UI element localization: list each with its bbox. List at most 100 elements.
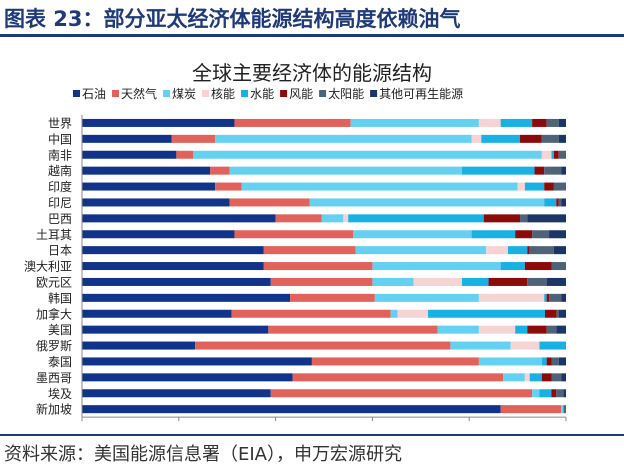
bar-segment-series-0 [82, 262, 264, 271]
bar-segment-series-6 [558, 198, 562, 207]
bar-segment-series-1 [270, 389, 533, 398]
figure-title: 图表 23：部分亚太经济体能源结构高度依赖油气 [4, 7, 461, 31]
bar-segment-series-3 [510, 341, 540, 350]
bar-segment-series-6 [546, 118, 559, 127]
bar-segment-series-3 [478, 118, 501, 127]
chart-title: 全球主要经济体的能源结构 [192, 61, 432, 85]
bar-segment-series-2 [374, 293, 479, 302]
bar-segment-series-7 [558, 357, 566, 366]
bar-segment-series-6 [556, 389, 564, 398]
legend-label-1: 天然气 [121, 86, 157, 101]
bar-segment-series-0 [82, 134, 172, 143]
bar-segment-series-2 [215, 134, 472, 143]
bar-segment-series-1 [263, 246, 356, 255]
bar-segment-series-2 [321, 214, 344, 223]
bar-segment-series-6 [558, 150, 566, 159]
bar-segment-series-3 [343, 214, 349, 223]
bar-segment-series-5 [527, 246, 530, 255]
bar-segment-series-6 [563, 405, 566, 414]
bar-segment-series-6 [546, 325, 557, 334]
bar-segment-series-4 [544, 293, 547, 302]
bar-segment-series-4 [507, 246, 528, 255]
legend-swatch-2 [163, 90, 171, 97]
bar-segment-series-1 [500, 405, 562, 414]
bar-segment-series-2 [355, 246, 487, 255]
category-label: 印度 [48, 179, 72, 194]
bar-segment-series-1 [229, 198, 310, 207]
bar-segment-series-2 [193, 150, 542, 159]
bar-segment-series-0 [82, 405, 501, 414]
bar-segment-series-6 [532, 230, 550, 239]
bar-segment-series-5 [553, 150, 559, 159]
bar-segment-series-0 [82, 182, 216, 191]
bar-segment-series-5 [546, 293, 550, 302]
bar-segment-series-6 [520, 214, 528, 223]
bar-segment-series-3 [413, 277, 462, 286]
bar-segment-series-6 [544, 166, 562, 175]
bar-segment-series-2 [372, 277, 414, 286]
bar-segment-series-3 [486, 246, 508, 255]
category-label: 加拿大 [36, 306, 72, 321]
bar-segment-series-6 [551, 262, 566, 271]
category-label: 印尼 [48, 196, 72, 210]
bar-segment-series-3 [541, 150, 552, 159]
bar-segment-series-1 [171, 134, 216, 143]
bar-segment-series-0 [82, 309, 232, 318]
bar-segment-series-1 [234, 118, 351, 127]
bar-segment-series-7 [561, 293, 566, 302]
bar-segment-series-7 [546, 277, 566, 286]
bar-segment-series-6 [541, 134, 559, 143]
bar-segment-series-4 [500, 262, 525, 271]
bar-segment-series-6 [551, 357, 559, 366]
bar-segment-series-1 [311, 357, 479, 366]
bar-segment-series-7 [558, 118, 566, 127]
bar-segment-series-1 [215, 182, 242, 191]
bar-segment-series-0 [82, 357, 312, 366]
bar-segment-series-2 [350, 118, 479, 127]
bar-segment-series-4 [428, 309, 545, 318]
category-label: 俄罗斯 [36, 339, 72, 353]
bar-segment-series-7 [558, 134, 566, 143]
bar-segment-series-1 [270, 277, 373, 286]
legend-label-6: 太阳能 [328, 86, 364, 101]
bar-segment-series-1 [231, 309, 391, 318]
bar-segment-series-0 [82, 150, 177, 159]
legend-swatch-6 [319, 90, 327, 97]
bar-segment-series-7 [558, 309, 566, 318]
bar-segment-series-5 [532, 118, 547, 127]
bar-segment-series-6 [549, 293, 562, 302]
category-label: 美国 [48, 323, 72, 337]
bar-segment-series-4 [524, 182, 545, 191]
legend-label-2: 煤炭 [172, 87, 196, 101]
source-note: 资料来源：美国能源信息署（EIA），申万宏源研究 [4, 444, 402, 465]
legend-label-0: 石油 [82, 87, 106, 101]
bar-segment-series-2 [390, 309, 398, 318]
bar-segment-series-0 [82, 325, 269, 334]
category-label: 日本 [48, 244, 72, 258]
bar-segment-series-5 [488, 277, 528, 286]
figure-header: 图表 23：部分亚太经济体能源结构高度依赖油气 [0, 0, 624, 37]
legend-label-7: 其他可再生能源 [379, 87, 463, 101]
bar-segment-series-7 [556, 325, 566, 334]
legend-swatch-3 [202, 90, 210, 97]
bar-segment-series-3 [478, 325, 516, 334]
bar-segment-series-1 [176, 150, 194, 159]
bar-segment-series-2 [532, 389, 540, 398]
bar-segment-series-4 [348, 214, 484, 223]
bar-segment-series-4 [461, 277, 489, 286]
bar-segment-series-0 [82, 118, 235, 127]
bar-segment-series-4 [461, 166, 535, 175]
bar-segment-series-3 [524, 373, 530, 382]
bar-segment-series-6 [551, 373, 562, 382]
bar-segment-series-4 [529, 373, 542, 382]
bar-segment-series-0 [82, 277, 271, 286]
category-label: 欧元区 [36, 275, 72, 289]
bar-segment-series-3 [471, 134, 482, 143]
bar-segment-series-6 [553, 182, 566, 191]
bar-segment-series-7 [561, 166, 566, 175]
category-label: 土耳其 [36, 228, 72, 242]
bar-segment-series-7 [561, 198, 566, 207]
bar-segment-series-5 [524, 262, 552, 271]
legend-label-3: 核能 [211, 87, 235, 101]
